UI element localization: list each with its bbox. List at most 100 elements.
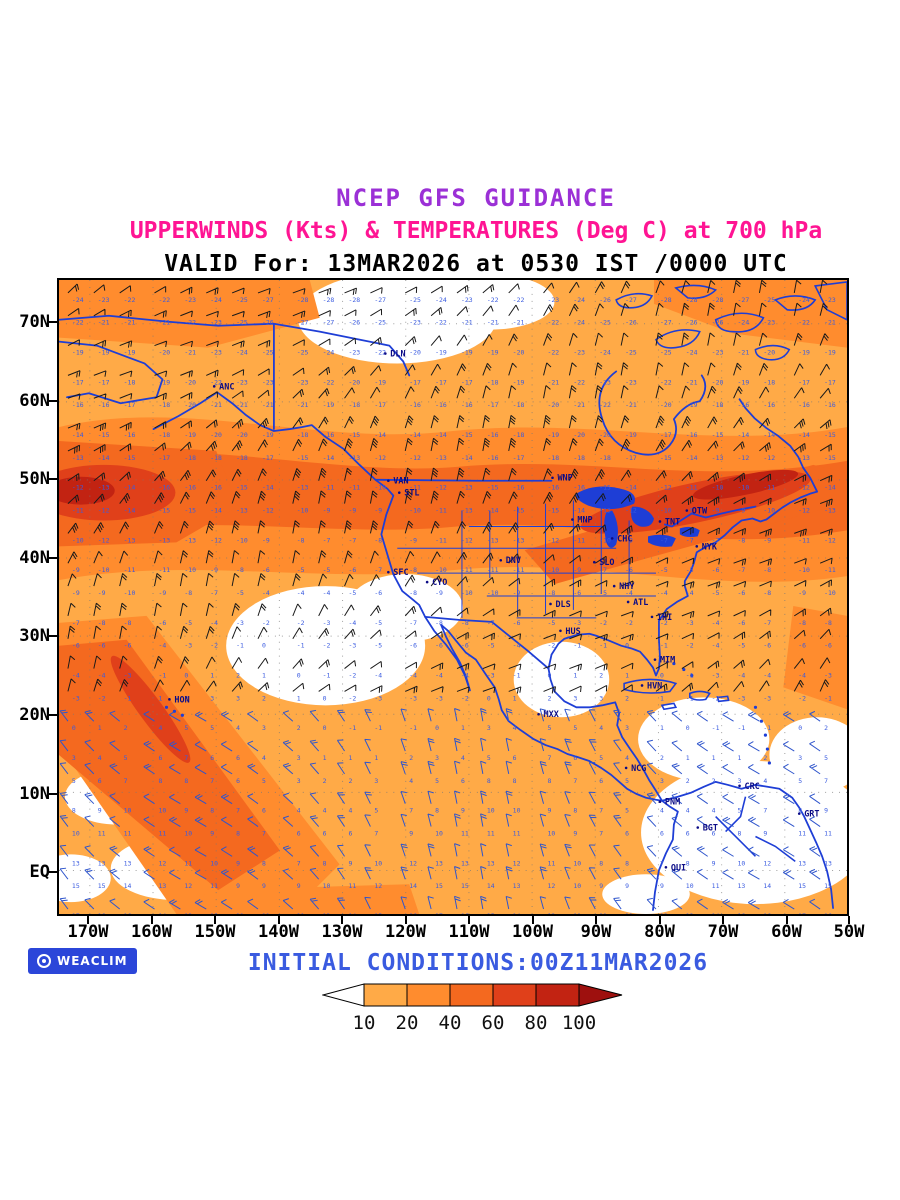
- svg-text:5: 5: [184, 724, 188, 732]
- svg-text:-22: -22: [323, 378, 335, 386]
- svg-text:-4: -4: [158, 642, 166, 650]
- svg-text:-11: -11: [686, 484, 698, 492]
- svg-text:-21: -21: [548, 378, 560, 386]
- svg-text:-25: -25: [625, 349, 637, 357]
- svg-text:HVN: HVN: [647, 680, 662, 690]
- svg-text:-17: -17: [487, 401, 499, 409]
- svg-text:11: 11: [349, 882, 357, 890]
- weaclim-logo: WEACLIM: [28, 948, 137, 974]
- svg-text:9: 9: [349, 859, 353, 867]
- svg-text:-14: -14: [625, 484, 637, 492]
- svg-text:-3: -3: [435, 694, 443, 702]
- svg-text:3: 3: [625, 724, 629, 732]
- svg-text:-5: -5: [599, 589, 607, 597]
- svg-text:-2: -2: [660, 619, 668, 627]
- svg-text:8: 8: [686, 859, 690, 867]
- svg-text:-6: -6: [738, 619, 746, 627]
- svg-text:-23: -23: [763, 319, 775, 327]
- svg-text:-19: -19: [72, 349, 84, 357]
- svg-text:-22: -22: [798, 319, 810, 327]
- svg-text:-1: -1: [573, 642, 581, 650]
- svg-text:-21: -21: [513, 319, 525, 327]
- svg-text:-11: -11: [435, 536, 447, 544]
- svg-text:-16: -16: [158, 484, 170, 492]
- svg-text:-15: -15: [513, 507, 525, 515]
- lon-label: 70W: [707, 922, 739, 942]
- svg-text:-3: -3: [824, 671, 832, 679]
- svg-text:2: 2: [262, 694, 266, 702]
- svg-text:-18: -18: [184, 454, 196, 462]
- svg-text:-3: -3: [487, 671, 495, 679]
- svg-text:1: 1: [573, 671, 577, 679]
- svg-text:WNP: WNP: [557, 473, 572, 483]
- svg-text:-9: -9: [409, 536, 417, 544]
- lon-label: 140W: [258, 922, 299, 942]
- lon-tick: [785, 916, 788, 924]
- svg-text:TNT: TNT: [665, 516, 680, 526]
- svg-text:-18: -18: [763, 378, 775, 386]
- svg-text:-22: -22: [548, 319, 560, 327]
- svg-text:5: 5: [625, 807, 629, 815]
- svg-text:12: 12: [210, 912, 218, 914]
- svg-text:-14: -14: [124, 484, 136, 492]
- svg-text:-25: -25: [236, 296, 248, 304]
- svg-text:-16: -16: [210, 484, 222, 492]
- svg-text:13: 13: [124, 859, 132, 867]
- svg-text:-4: -4: [798, 671, 806, 679]
- svg-text:10: 10: [573, 882, 581, 890]
- svg-text:-3: -3: [686, 619, 694, 627]
- svg-text:-25: -25: [262, 349, 274, 357]
- svg-text:9: 9: [236, 859, 240, 867]
- svg-text:-20: -20: [573, 431, 585, 439]
- svg-text:-11: -11: [435, 507, 447, 515]
- svg-text:MNP: MNP: [577, 514, 592, 524]
- svg-text:-22: -22: [487, 296, 499, 304]
- svg-text:-10: -10: [599, 536, 611, 544]
- svg-text:-1: -1: [738, 724, 746, 732]
- svg-text:-9: -9: [374, 507, 382, 515]
- svg-text:-12: -12: [461, 536, 473, 544]
- svg-text:9: 9: [210, 829, 214, 837]
- svg-text:-15: -15: [824, 431, 836, 439]
- svg-text:-14: -14: [763, 431, 775, 439]
- svg-text:11: 11: [487, 829, 495, 837]
- svg-text:-16: -16: [487, 454, 499, 462]
- svg-text:-18: -18: [124, 378, 136, 386]
- svg-text:-4: -4: [409, 671, 417, 679]
- svg-text:-5: -5: [738, 642, 746, 650]
- lon-tick: [150, 916, 153, 924]
- svg-text:-2: -2: [323, 642, 331, 650]
- svg-text:2: 2: [409, 754, 413, 762]
- svg-text:-16: -16: [548, 484, 560, 492]
- weaclim-label: WEACLIM: [57, 954, 128, 968]
- svg-text:-16: -16: [824, 401, 836, 409]
- svg-text:-13: -13: [712, 454, 724, 462]
- svg-text:9: 9: [409, 829, 413, 837]
- svg-text:-2: -2: [262, 619, 270, 627]
- svg-text:-7: -7: [660, 536, 668, 544]
- svg-text:-26: -26: [686, 319, 698, 327]
- lon-label: 120W: [385, 922, 426, 942]
- svg-text:15: 15: [72, 882, 80, 890]
- svg-text:2: 2: [599, 671, 603, 679]
- svg-text:13: 13: [738, 882, 746, 890]
- svg-text:-5: -5: [374, 642, 382, 650]
- svg-text:5: 5: [798, 777, 802, 785]
- svg-text:-21: -21: [98, 319, 110, 327]
- svg-text:8: 8: [548, 777, 552, 785]
- svg-text:9: 9: [262, 882, 266, 890]
- svg-text:-24: -24: [435, 296, 447, 304]
- svg-text:11: 11: [548, 859, 556, 867]
- svg-text:-21: -21: [262, 401, 274, 409]
- svg-text:-6: -6: [712, 566, 720, 574]
- svg-text:13: 13: [513, 882, 521, 890]
- svg-text:-3: -3: [573, 619, 581, 627]
- svg-text:-11: -11: [124, 566, 136, 574]
- lon-tick: [658, 916, 661, 924]
- svg-text:CRC: CRC: [745, 781, 760, 791]
- lat-tick: [49, 399, 57, 402]
- station-labels: ANC DLN VAN STL WNP MNP OTW TNT CHC NYK SLO DNV SFC C…: [168, 349, 819, 872]
- svg-text:8: 8: [236, 829, 240, 837]
- svg-text:-12: -12: [824, 536, 836, 544]
- svg-text:-4: -4: [323, 589, 331, 597]
